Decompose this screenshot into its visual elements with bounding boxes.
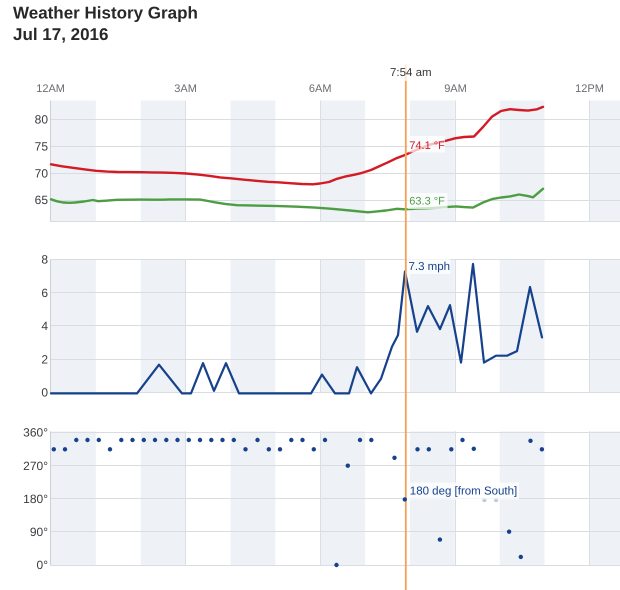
svg-text:Jul 17, 2016: Jul 17, 2016 bbox=[13, 25, 108, 44]
svg-text:75: 75 bbox=[35, 139, 49, 153]
svg-text:0: 0 bbox=[41, 386, 48, 400]
svg-text:270°: 270° bbox=[23, 459, 48, 473]
svg-text:360°: 360° bbox=[23, 426, 48, 440]
svg-text:180 deg [from South]: 180 deg [from South] bbox=[410, 486, 517, 498]
svg-text:74.1 °F: 74.1 °F bbox=[409, 140, 445, 152]
svg-text:12PM: 12PM bbox=[575, 83, 604, 95]
svg-text:2: 2 bbox=[41, 352, 48, 366]
svg-text:8: 8 bbox=[41, 253, 48, 267]
svg-text:Weather History Graph: Weather History Graph bbox=[13, 4, 198, 23]
svg-text:9AM: 9AM bbox=[444, 83, 467, 95]
svg-text:70: 70 bbox=[35, 166, 49, 180]
svg-text:80: 80 bbox=[35, 113, 49, 127]
svg-text:7.3 mph: 7.3 mph bbox=[409, 261, 451, 273]
svg-text:3AM: 3AM bbox=[174, 83, 197, 95]
svg-text:0°: 0° bbox=[37, 558, 49, 572]
svg-text:6: 6 bbox=[41, 286, 48, 300]
svg-text:6AM: 6AM bbox=[309, 83, 332, 95]
svg-text:7:54 am: 7:54 am bbox=[390, 67, 432, 79]
svg-text:65: 65 bbox=[35, 193, 49, 207]
svg-text:63.3 °F: 63.3 °F bbox=[409, 196, 445, 208]
svg-text:12AM: 12AM bbox=[36, 83, 65, 95]
svg-text:90°: 90° bbox=[30, 525, 48, 539]
svg-text:4: 4 bbox=[41, 319, 48, 333]
svg-text:180°: 180° bbox=[23, 492, 48, 506]
